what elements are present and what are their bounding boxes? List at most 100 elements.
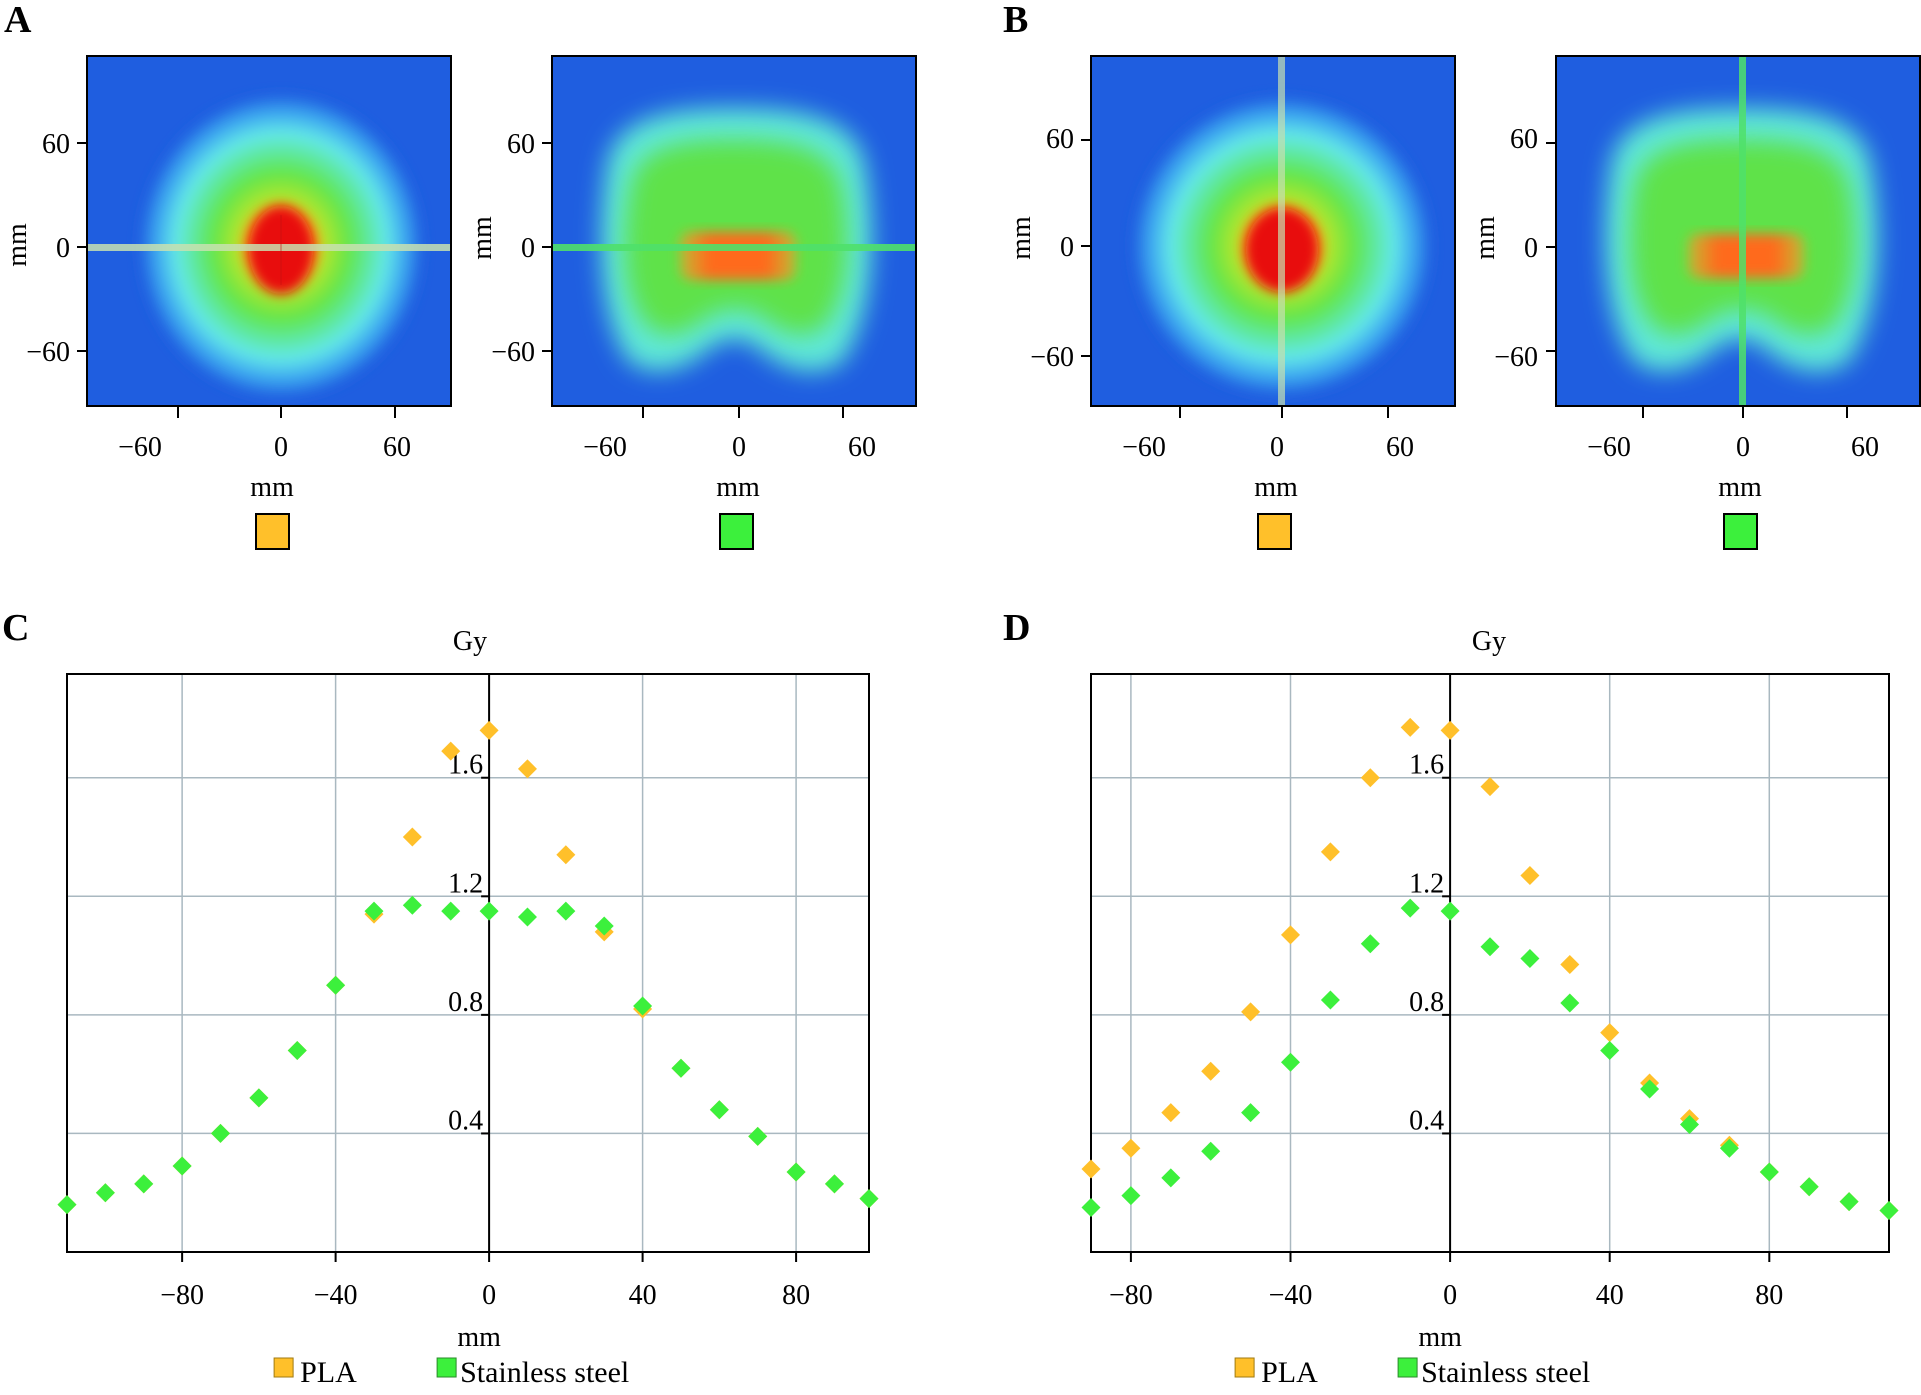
data-point-steel <box>1839 1192 1859 1212</box>
x-tick-label: 40 <box>629 1280 657 1311</box>
map-axes-b-steel <box>1546 142 1848 418</box>
data-point-pla <box>1121 1138 1141 1158</box>
data-point-pla <box>1440 720 1460 740</box>
data-point-pla <box>1201 1061 1221 1081</box>
map-xtick: −60 <box>583 432 627 463</box>
y-tick-label: 0.4 <box>448 1105 483 1136</box>
map-ytick: 0 <box>1060 232 1074 263</box>
x-tick-label: 80 <box>782 1280 810 1311</box>
plot-frame <box>1090 673 1890 1253</box>
map-xtick: −60 <box>1122 432 1166 463</box>
data-point-pla <box>1241 1002 1261 1022</box>
data-point-steel <box>1201 1141 1221 1161</box>
data-point-pla <box>1400 717 1420 737</box>
chart-title: Gy <box>1472 626 1506 657</box>
map-xlabel: mm <box>1718 472 1762 503</box>
data-point-pla <box>1560 954 1580 974</box>
data-point-steel <box>1241 1103 1261 1123</box>
data-point-steel <box>517 907 537 927</box>
data-point-steel <box>364 901 384 921</box>
data-point-steel <box>1281 1052 1300 1072</box>
map-xtick: 60 <box>1851 432 1879 463</box>
y-tick-label: 1.2 <box>1409 868 1444 899</box>
legend-label-pla: PLA <box>300 1356 357 1389</box>
data-point-steel <box>1640 1079 1660 1099</box>
map-xlabel: mm <box>716 472 760 503</box>
data-point-steel <box>786 1162 806 1182</box>
legend-swatch-steel <box>1397 1357 1418 1378</box>
y-tick-label: 0.8 <box>448 987 483 1018</box>
x-tick-label: −80 <box>160 1280 204 1311</box>
map-ytick: 60 <box>507 129 535 160</box>
data-point-steel <box>1799 1177 1819 1197</box>
panel-letter-b: B <box>1003 0 1028 41</box>
legend-swatch-steel <box>719 513 754 550</box>
legend-swatch-steel <box>1723 513 1758 550</box>
data-point-steel <box>1560 993 1580 1013</box>
map-ytick: 0 <box>521 233 535 264</box>
data-point-steel <box>479 901 499 921</box>
x-tick-label: −40 <box>314 1280 358 1311</box>
map-axes-a-steel <box>542 142 844 418</box>
map-ytick: 60 <box>1510 124 1538 155</box>
legend-label-pla: PLA <box>1261 1356 1318 1389</box>
data-point-steel <box>1121 1186 1141 1206</box>
map-ytick: 0 <box>56 233 70 264</box>
data-point-steel <box>671 1058 691 1078</box>
data-point-steel <box>210 1123 230 1143</box>
legend-swatch-pla <box>1257 513 1292 550</box>
x-tick-label: 40 <box>1596 1280 1624 1311</box>
data-point-pla <box>1520 866 1540 886</box>
map-xtick: 60 <box>1386 432 1414 463</box>
y-tick-label: 0.4 <box>1409 1105 1444 1136</box>
data-point-steel <box>1440 901 1460 921</box>
x-axis-label: mm <box>457 1322 501 1353</box>
data-point-pla <box>1281 925 1300 945</box>
legend-label-steel: Stainless steel <box>1421 1356 1590 1389</box>
map-ylabel: mm <box>2 223 33 267</box>
legend-swatch-steel <box>436 1357 457 1378</box>
data-point-steel <box>824 1174 844 1194</box>
chart-title: Gy <box>453 626 487 657</box>
map-xlabel: mm <box>1254 472 1298 503</box>
data-point-pla <box>1360 768 1380 788</box>
legend-swatch-pla <box>1234 1357 1255 1378</box>
data-point-steel <box>326 975 346 995</box>
x-tick-label: 0 <box>1443 1280 1457 1311</box>
map-ylabel: mm <box>1006 216 1037 260</box>
data-point-steel <box>172 1156 192 1176</box>
map-xlabel: mm <box>250 472 294 503</box>
x-tick-label: −40 <box>1269 1280 1313 1311</box>
data-point-pla <box>1480 777 1500 797</box>
data-point-steel <box>1680 1115 1699 1135</box>
map-xtick: −60 <box>1587 432 1631 463</box>
map-ylabel: mm <box>467 216 498 260</box>
data-point-steel <box>1520 949 1540 969</box>
map-ytick: −60 <box>1030 342 1074 373</box>
map-ytick: −60 <box>26 337 70 368</box>
data-point-steel <box>859 1189 879 1209</box>
map-ytick: −60 <box>1494 342 1538 373</box>
map-ytick: 0 <box>1524 233 1538 264</box>
data-point-pla <box>441 741 461 761</box>
map-ytick: −60 <box>491 337 535 368</box>
data-point-steel <box>402 895 422 915</box>
data-point-steel <box>1161 1168 1181 1188</box>
data-point-steel <box>633 996 653 1016</box>
scatter-chart-d: 0.4 0.8 1.2 1.6 −80 −40 0 40 80 Gy mm PLA Stainless … <box>1081 626 1899 1389</box>
data-point-steel <box>1759 1162 1779 1182</box>
data-point-steel <box>441 901 461 921</box>
map-xtick: 0 <box>274 432 288 463</box>
plot-frame <box>66 673 870 1253</box>
data-point-steel <box>1719 1138 1739 1158</box>
data-point-pla <box>1320 842 1340 862</box>
data-point-steel <box>1879 1201 1899 1221</box>
map-ytick: 60 <box>42 129 70 160</box>
map-ytick: 60 <box>1046 124 1074 155</box>
map-axes-a-pla <box>77 142 396 418</box>
data-point-pla <box>1600 1023 1620 1043</box>
map-xtick: 0 <box>1270 432 1284 463</box>
panel-letter-a: A <box>4 0 32 41</box>
data-point-steel <box>1600 1040 1620 1060</box>
data-point-steel <box>1320 990 1340 1010</box>
